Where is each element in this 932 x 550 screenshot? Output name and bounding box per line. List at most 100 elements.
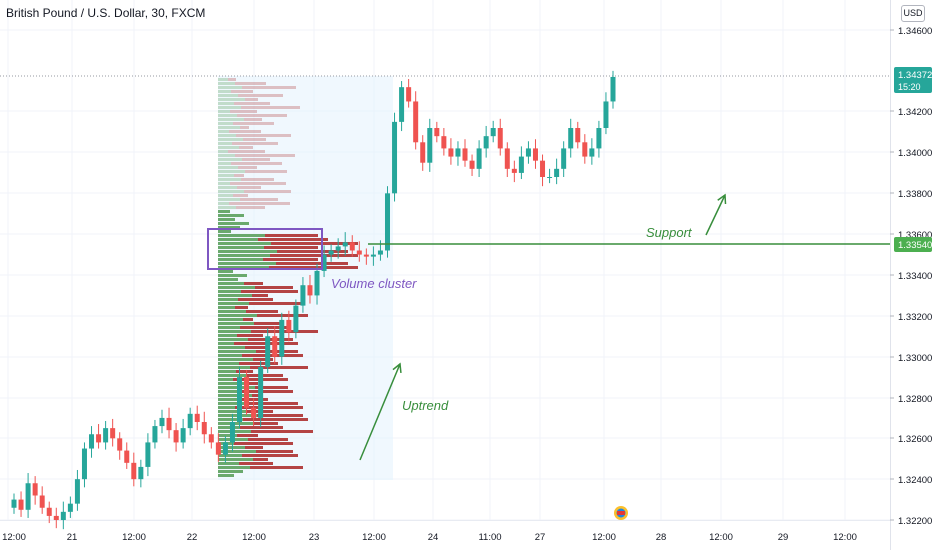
vp-up-bar xyxy=(218,178,241,181)
candle-up xyxy=(265,336,271,367)
vp-up-bar xyxy=(218,102,234,105)
currency-button[interactable]: USD xyxy=(901,5,925,22)
vp-down-bar xyxy=(237,434,258,437)
vp-down-bar xyxy=(263,258,318,261)
vp-up-bar xyxy=(218,142,232,145)
vp-down-bar xyxy=(248,338,293,341)
candle-up xyxy=(321,254,327,271)
x-tick-label: 12:00 xyxy=(833,532,857,543)
x-tick-label: 28 xyxy=(656,532,667,543)
candle-up xyxy=(377,250,383,255)
candle-up xyxy=(561,148,567,169)
vp-down-bar xyxy=(244,118,262,121)
candle-up xyxy=(25,483,31,510)
vp-down-bar xyxy=(236,134,291,137)
x-tick-label: 24 xyxy=(428,532,439,543)
y-tick-label: 1.33400 xyxy=(898,271,932,282)
vp-down-bar xyxy=(244,282,263,285)
vp-up-bar xyxy=(218,266,269,269)
y-tick-label: 1.32200 xyxy=(898,516,932,527)
candle-down xyxy=(469,160,475,169)
candle-up xyxy=(145,442,151,467)
candle-down xyxy=(420,142,426,163)
y-tick-label: 1.32600 xyxy=(898,434,932,445)
vp-down-bar xyxy=(241,390,293,393)
vp-up-bar xyxy=(218,294,252,297)
candle-down xyxy=(286,319,292,333)
support-price-badge xyxy=(894,237,932,252)
x-tick-label: 27 xyxy=(535,532,546,543)
vp-up-bar xyxy=(218,198,240,201)
candle-down xyxy=(532,148,538,161)
candle-down xyxy=(117,438,123,451)
vp-up-bar xyxy=(218,242,271,245)
y-tick-label: 1.33000 xyxy=(898,353,932,364)
vp-up-bar xyxy=(218,454,242,457)
x-tick-label: 12:00 xyxy=(709,532,733,543)
vp-up-bar xyxy=(218,202,229,205)
vp-up-bar xyxy=(218,226,240,229)
vp-up-bar xyxy=(218,354,242,357)
vp-up-bar xyxy=(218,362,239,365)
vp-down-bar xyxy=(236,206,265,209)
vp-down-bar xyxy=(257,414,303,417)
candle-up xyxy=(596,128,602,149)
candle-up xyxy=(427,128,433,163)
candle-down xyxy=(575,128,581,143)
vp-up-bar xyxy=(218,410,246,413)
vp-down-bar xyxy=(228,78,236,81)
candle-up xyxy=(328,250,334,255)
vp-up-bar xyxy=(218,378,233,381)
y-tick-label: 1.33200 xyxy=(898,312,932,323)
vp-up-bar xyxy=(218,342,234,345)
vp-down-bar xyxy=(228,150,265,153)
candle-down xyxy=(434,128,440,137)
vp-down-bar xyxy=(245,446,263,449)
vp-down-bar xyxy=(236,370,253,373)
vp-down-bar xyxy=(243,418,308,421)
vp-down-bar xyxy=(255,386,288,389)
vp-up-bar xyxy=(218,230,231,233)
support-arrow xyxy=(705,194,726,236)
candle-down xyxy=(194,413,200,422)
candle-down xyxy=(53,515,59,520)
vp-up-bar xyxy=(218,338,248,341)
vp-down-bar xyxy=(239,462,273,465)
candle-down xyxy=(413,101,419,143)
vp-down-bar xyxy=(276,262,348,265)
vp-down-bar xyxy=(238,94,283,97)
vp-down-bar xyxy=(241,178,274,181)
x-tick-label: 21 xyxy=(67,532,78,543)
vp-up-bar xyxy=(218,262,276,265)
vp-down-bar xyxy=(234,442,293,445)
vp-up-bar xyxy=(218,166,238,169)
vp-up-bar xyxy=(218,466,250,469)
vp-up-bar xyxy=(218,86,242,89)
vp-down-bar xyxy=(245,346,268,349)
vp-up-bar xyxy=(218,286,255,289)
candle-up xyxy=(554,168,560,177)
vp-down-bar xyxy=(245,98,258,101)
vp-down-bar xyxy=(242,86,296,89)
vp-up-bar xyxy=(218,470,243,473)
candle-down xyxy=(406,87,412,102)
vp-up-bar xyxy=(218,190,244,193)
candle-down xyxy=(441,136,447,149)
vp-down-bar xyxy=(251,330,318,333)
candle-down xyxy=(582,142,588,157)
candle-up xyxy=(603,101,609,128)
vp-up-bar xyxy=(218,154,235,157)
vp-up-bar xyxy=(218,358,253,361)
candle-up xyxy=(525,148,531,157)
vp-up-bar xyxy=(218,150,228,153)
vp-up-bar xyxy=(218,386,255,389)
candle-up xyxy=(138,466,144,480)
support-price-value: 1.33540 xyxy=(898,240,932,251)
candle-up xyxy=(392,121,398,194)
candle-up xyxy=(180,428,186,443)
vp-up-bar xyxy=(218,474,234,477)
symbol-title: British Pound / U.S. Dollar, 30, FXCM xyxy=(6,6,206,20)
vp-up-bar xyxy=(218,450,256,453)
candle-down xyxy=(251,407,257,418)
